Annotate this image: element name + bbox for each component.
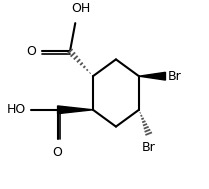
Polygon shape	[139, 72, 166, 80]
Text: O: O	[27, 45, 36, 58]
Polygon shape	[58, 106, 93, 114]
Text: OH: OH	[71, 2, 90, 15]
Text: Br: Br	[168, 70, 182, 83]
Text: O: O	[53, 146, 62, 159]
Text: HO: HO	[6, 103, 26, 116]
Text: Br: Br	[142, 141, 155, 154]
